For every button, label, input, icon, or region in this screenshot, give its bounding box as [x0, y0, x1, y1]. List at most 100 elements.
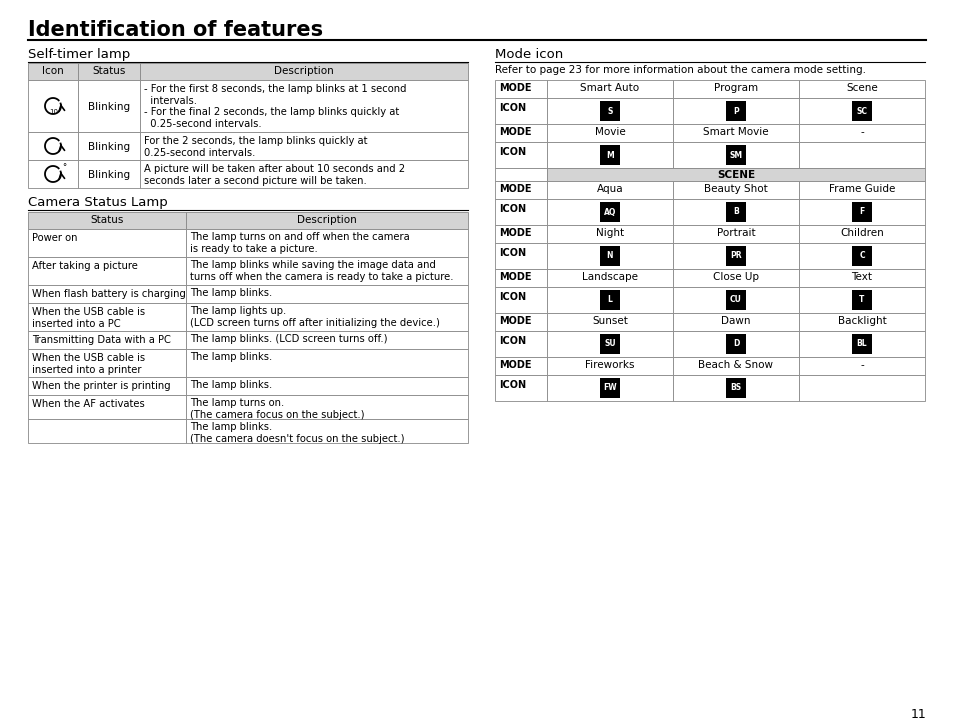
Bar — [672, 199, 799, 225]
Bar — [599, 101, 619, 121]
Bar — [851, 202, 871, 222]
Bar — [28, 160, 78, 188]
Text: ICON: ICON — [498, 103, 525, 113]
Text: Landscape: Landscape — [581, 272, 638, 282]
Bar — [672, 357, 799, 375]
Bar — [186, 331, 468, 349]
Bar — [140, 160, 468, 188]
Bar — [799, 243, 924, 269]
Text: AQ: AQ — [603, 207, 616, 217]
Bar — [851, 101, 871, 121]
Text: A picture will be taken after about 10 seconds and 2
seconds later a second pict: A picture will be taken after about 10 s… — [144, 164, 405, 186]
Bar — [28, 285, 186, 303]
Bar — [495, 168, 546, 181]
Bar — [546, 243, 672, 269]
Bar — [28, 377, 186, 395]
Bar — [546, 199, 672, 225]
Bar — [546, 98, 672, 124]
Bar — [725, 378, 745, 398]
Text: Identification of features: Identification of features — [28, 20, 323, 40]
Text: The lamp blinks while saving the image data and
turns off when the camera is rea: The lamp blinks while saving the image d… — [190, 260, 453, 282]
Text: Refer to page 23 for more information about the camera mode setting.: Refer to page 23 for more information ab… — [495, 65, 865, 75]
Bar — [186, 377, 468, 395]
Bar — [725, 246, 745, 266]
Bar — [28, 395, 186, 419]
Bar — [599, 378, 619, 398]
Bar — [186, 303, 468, 331]
Text: The lamp blinks. (LCD screen turns off.): The lamp blinks. (LCD screen turns off.) — [190, 334, 387, 344]
Text: Backlight: Backlight — [837, 316, 885, 326]
Text: - For the first 8 seconds, the lamp blinks at 1 second
  intervals.
- For the fi: - For the first 8 seconds, the lamp blin… — [144, 84, 406, 129]
Bar — [78, 132, 140, 160]
Text: BL: BL — [856, 340, 866, 348]
Text: L: L — [607, 295, 612, 305]
Bar — [495, 80, 546, 98]
Bar — [28, 212, 186, 229]
Text: MODE: MODE — [498, 184, 531, 194]
Text: MODE: MODE — [498, 228, 531, 238]
Bar — [28, 419, 186, 443]
Text: After taking a picture: After taking a picture — [32, 261, 138, 271]
Text: Transmitting Data with a PC: Transmitting Data with a PC — [32, 335, 171, 345]
Text: Fireworks: Fireworks — [584, 360, 634, 370]
Bar — [799, 80, 924, 98]
Bar — [28, 257, 186, 285]
Bar — [546, 142, 672, 168]
Text: S: S — [607, 107, 612, 115]
Bar — [799, 124, 924, 142]
Bar — [546, 168, 924, 181]
Bar — [672, 331, 799, 357]
Text: C: C — [859, 251, 864, 261]
Bar — [599, 202, 619, 222]
Bar — [672, 181, 799, 199]
Bar — [672, 287, 799, 313]
Bar — [186, 212, 468, 229]
Text: 11: 11 — [909, 708, 925, 720]
Bar — [799, 142, 924, 168]
Bar — [495, 199, 546, 225]
Text: F: F — [859, 207, 863, 217]
Text: CU: CU — [729, 295, 741, 305]
Text: MODE: MODE — [498, 127, 531, 137]
Bar — [28, 80, 78, 132]
Bar — [78, 160, 140, 188]
Text: The lamp blinks.: The lamp blinks. — [190, 288, 272, 298]
Text: Dawn: Dawn — [720, 316, 750, 326]
Text: 10: 10 — [50, 109, 58, 115]
Bar — [799, 269, 924, 287]
Text: Description: Description — [274, 66, 334, 76]
Text: ICON: ICON — [498, 380, 525, 390]
Bar — [78, 80, 140, 132]
Bar — [725, 202, 745, 222]
Bar — [799, 225, 924, 243]
Bar — [495, 269, 546, 287]
Bar — [672, 124, 799, 142]
Text: Status: Status — [91, 215, 124, 225]
Bar — [546, 331, 672, 357]
Bar — [599, 334, 619, 354]
Bar — [546, 181, 672, 199]
Bar — [799, 287, 924, 313]
Text: BS: BS — [730, 384, 740, 392]
Bar — [725, 145, 745, 165]
Bar — [725, 334, 745, 354]
Bar — [851, 290, 871, 310]
Text: The lamp blinks.
(The camera doesn't focus on the subject.): The lamp blinks. (The camera doesn't foc… — [190, 422, 404, 444]
Bar — [672, 225, 799, 243]
Bar — [495, 313, 546, 331]
Text: Blinking: Blinking — [88, 170, 130, 180]
Bar — [672, 98, 799, 124]
Bar — [140, 132, 468, 160]
Bar — [799, 331, 924, 357]
Text: Aqua: Aqua — [596, 184, 622, 194]
Text: Blinking: Blinking — [88, 142, 130, 152]
Text: Movie: Movie — [594, 127, 625, 137]
Bar — [672, 269, 799, 287]
Text: Blinking: Blinking — [88, 102, 130, 112]
Text: Scene: Scene — [845, 83, 877, 93]
Text: The lamp turns on.
(The camera focus on the subject.): The lamp turns on. (The camera focus on … — [190, 398, 364, 420]
Bar — [495, 243, 546, 269]
Bar — [78, 63, 140, 80]
Bar — [186, 419, 468, 443]
Bar — [28, 63, 78, 80]
